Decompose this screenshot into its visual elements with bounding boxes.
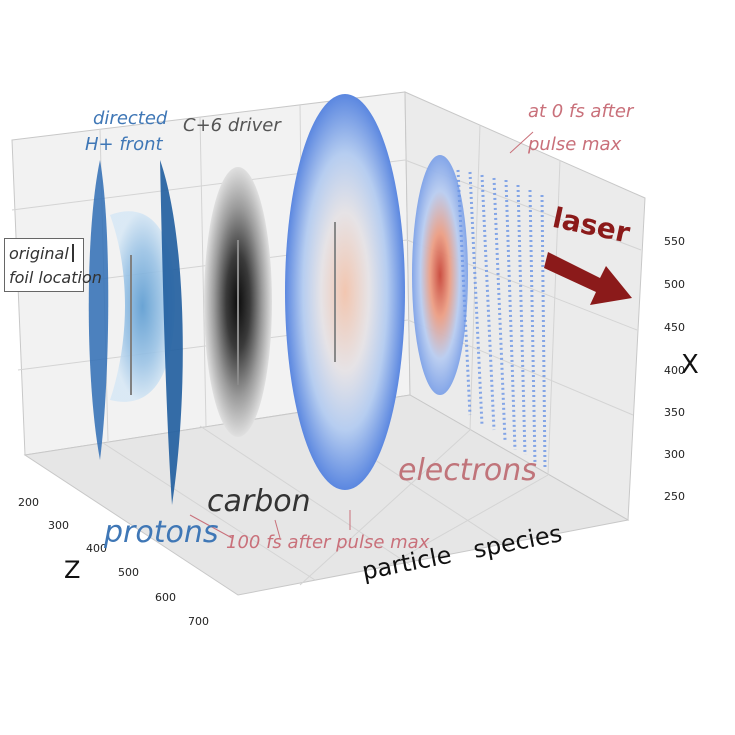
protons-cloud-center	[110, 211, 175, 402]
z-tick-200: 200	[18, 496, 39, 509]
x-tick-450: 450	[664, 321, 685, 334]
series-protons	[88, 160, 183, 505]
series-electrons-1	[285, 94, 405, 490]
carbon-label: carbon	[207, 484, 311, 519]
z-tick-400: 400	[86, 542, 107, 555]
driver-label: C+6 driver	[183, 115, 281, 136]
foil-location-line2: foil location	[9, 268, 102, 287]
z-tick-700: 700	[188, 615, 209, 628]
z-axis-label: Z	[64, 556, 81, 584]
electrons-cloud-100fs	[285, 94, 405, 490]
z-tick-600: 600	[155, 591, 176, 604]
series-electrons-2	[412, 155, 547, 471]
z-tick-500: 500	[118, 566, 139, 579]
laser-arrow	[544, 252, 632, 305]
electrons-cloud-0fs	[412, 155, 468, 395]
protons-label: protons	[104, 515, 219, 550]
x-axis-label: X	[681, 350, 699, 380]
x-tick-250: 250	[664, 490, 685, 503]
x-tick-400: 400	[664, 364, 685, 377]
z-tick-300: 300	[48, 519, 69, 532]
foil-location-line1: original	[9, 244, 69, 263]
protons-cloud-right	[160, 160, 183, 505]
series-carbon	[204, 167, 272, 437]
electrons-label: electrons	[398, 453, 537, 488]
time-early-label: 100 fs after pulse max	[226, 532, 430, 553]
time-late-line2: pulse max	[528, 134, 622, 155]
directed-front-line1: directed	[93, 108, 168, 129]
foil-location-marker	[72, 244, 74, 262]
foil-location-box: original foil location	[4, 238, 102, 292]
electrons-stripes	[456, 169, 547, 471]
x-tick-550: 550	[664, 235, 685, 248]
x-tick-300: 300	[664, 448, 685, 461]
x-tick-350: 350	[664, 406, 685, 419]
directed-front-line2: H+ front	[85, 134, 163, 155]
time-late-line1: at 0 fs after	[528, 101, 634, 122]
protons-cloud-left	[88, 160, 109, 460]
x-tick-500: 500	[664, 278, 685, 291]
annotation-leaders	[189, 131, 534, 539]
